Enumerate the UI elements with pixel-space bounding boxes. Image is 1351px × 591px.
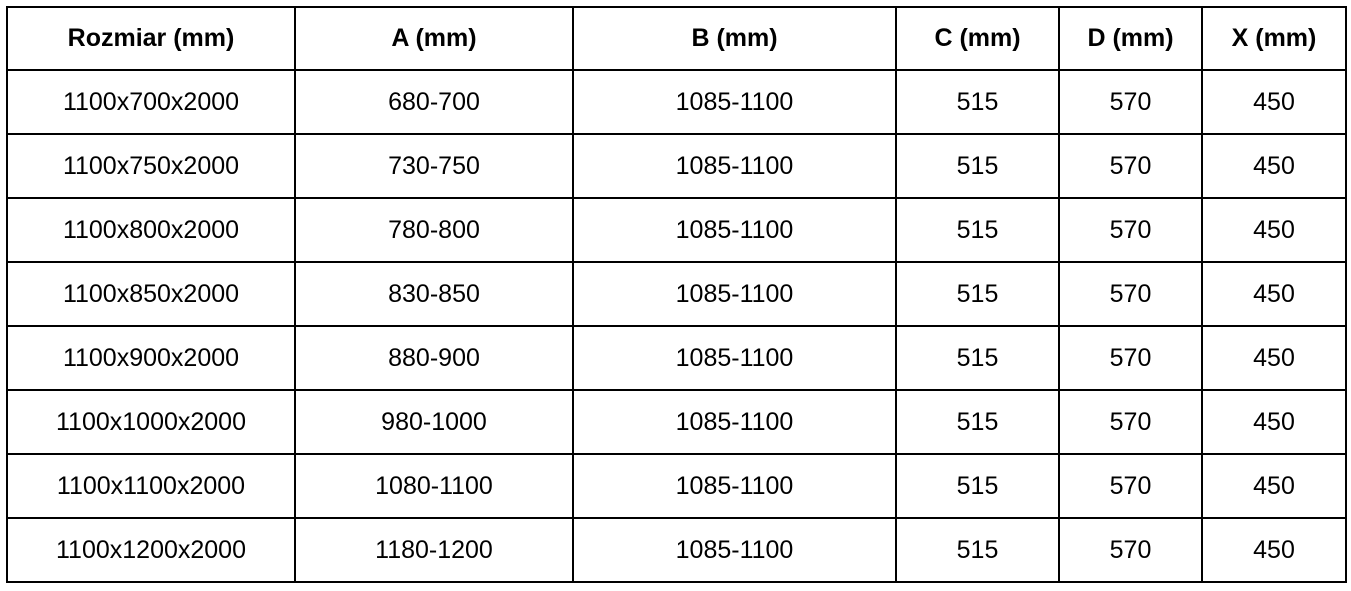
cell-b: 1085-1100 — [572, 197, 897, 263]
table-row: 1100x750x2000 730-750 1085-1100 515 570 450 — [6, 133, 1347, 199]
cell-a: 880-900 — [294, 325, 574, 391]
cell-x: 450 — [1201, 197, 1347, 263]
cell-x: 450 — [1201, 261, 1347, 327]
cell-c: 515 — [895, 133, 1060, 199]
cell-d: 570 — [1058, 325, 1203, 391]
cell-d: 570 — [1058, 261, 1203, 327]
column-header-a: A (mm) — [294, 6, 574, 71]
cell-d: 570 — [1058, 69, 1203, 135]
cell-d: 570 — [1058, 133, 1203, 199]
cell-c: 515 — [895, 389, 1060, 455]
column-header-c: C (mm) — [895, 6, 1060, 71]
cell-c: 515 — [895, 517, 1060, 583]
column-header-x: X (mm) — [1201, 6, 1347, 71]
cell-size: 1100x900x2000 — [6, 325, 296, 391]
cell-a: 1080-1100 — [294, 453, 574, 519]
table-row: 1100x800x2000 780-800 1085-1100 515 570 450 — [6, 197, 1347, 263]
cell-x: 450 — [1201, 389, 1347, 455]
cell-size: 1100x1000x2000 — [6, 389, 296, 455]
cell-c: 515 — [895, 197, 1060, 263]
cell-b: 1085-1100 — [572, 453, 897, 519]
cell-d: 570 — [1058, 453, 1203, 519]
cell-c: 515 — [895, 453, 1060, 519]
cell-c: 515 — [895, 69, 1060, 135]
cell-size: 1100x1200x2000 — [6, 517, 296, 583]
cell-d: 570 — [1058, 517, 1203, 583]
cell-size: 1100x800x2000 — [6, 197, 296, 263]
cell-b: 1085-1100 — [572, 261, 897, 327]
cell-x: 450 — [1201, 133, 1347, 199]
cell-a: 830-850 — [294, 261, 574, 327]
cell-b: 1085-1100 — [572, 133, 897, 199]
table-row: 1100x850x2000 830-850 1085-1100 515 570 450 — [6, 261, 1347, 327]
cell-b: 1085-1100 — [572, 389, 897, 455]
column-header-b: B (mm) — [572, 6, 897, 71]
cell-b: 1085-1100 — [572, 69, 897, 135]
cell-d: 570 — [1058, 389, 1203, 455]
table-row: 1100x1000x2000 980-1000 1085-1100 515 570 450 — [6, 389, 1347, 455]
cell-b: 1085-1100 — [572, 325, 897, 391]
table-row: 1100x700x2000 680-700 1085-1100 515 570 450 — [6, 69, 1347, 135]
cell-size: 1100x750x2000 — [6, 133, 296, 199]
cell-x: 450 — [1201, 517, 1347, 583]
column-header-size: Rozmiar (mm) — [6, 6, 296, 71]
cell-x: 450 — [1201, 325, 1347, 391]
cell-a: 780-800 — [294, 197, 574, 263]
cell-a: 980-1000 — [294, 389, 574, 455]
cell-d: 570 — [1058, 197, 1203, 263]
cell-b: 1085-1100 — [572, 517, 897, 583]
cell-a: 1180-1200 — [294, 517, 574, 583]
dimensions-table: Rozmiar (mm) A (mm) B (mm) C (mm) D (mm) X (m… — [6, 6, 1347, 583]
cell-c: 515 — [895, 325, 1060, 391]
table-row: 1100x1200x2000 1180-1200 1085-1100 515 570 45… — [6, 517, 1347, 583]
cell-size: 1100x700x2000 — [6, 69, 296, 135]
column-header-d: D (mm) — [1058, 6, 1203, 71]
cell-c: 515 — [895, 261, 1060, 327]
table-row: 1100x900x2000 880-900 1085-1100 515 570 450 — [6, 325, 1347, 391]
cell-a: 730-750 — [294, 133, 574, 199]
cell-size: 1100x850x2000 — [6, 261, 296, 327]
cell-x: 450 — [1201, 69, 1347, 135]
cell-a: 680-700 — [294, 69, 574, 135]
cell-x: 450 — [1201, 453, 1347, 519]
cell-size: 1100x1100x2000 — [6, 453, 296, 519]
header-row: Rozmiar (mm) A (mm) B (mm) C (mm) D (mm) X (m… — [6, 6, 1347, 71]
table-row: 1100x1100x2000 1080-1100 1085-1100 515 570 45… — [6, 453, 1347, 519]
